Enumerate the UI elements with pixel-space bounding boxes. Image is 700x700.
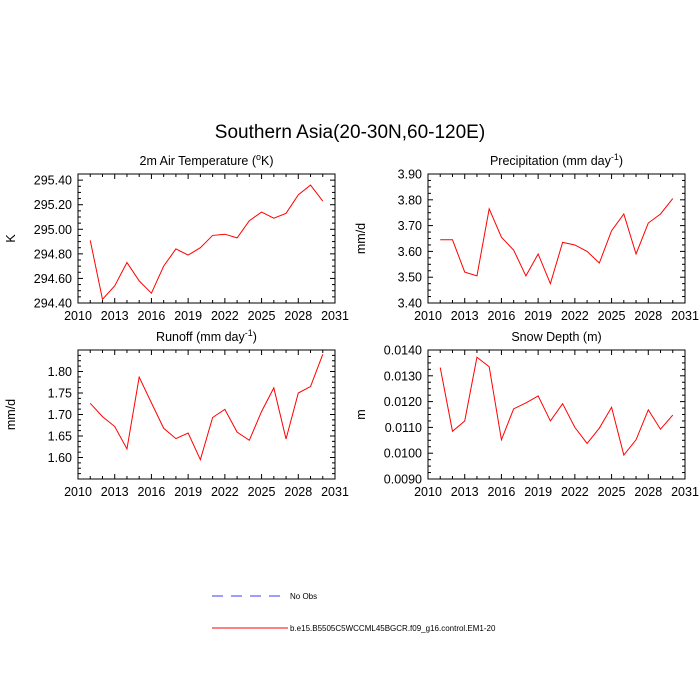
panel-title-sup: -1 [611, 152, 619, 162]
y-tick-label: 0.0110 [385, 421, 422, 435]
x-tick-label: 2025 [598, 309, 626, 323]
x-tick-label: 2013 [451, 485, 479, 499]
y-tick-label: 3.60 [398, 245, 422, 259]
panel-air-temp: 2010 2013 2016 2019 2022 2025 2028 2031 294.40 29… [4, 152, 349, 323]
x-tick-label: 2025 [598, 485, 626, 499]
x-tick-label: 2010 [64, 309, 92, 323]
y-tick-label: 295.40 [34, 174, 72, 188]
x-tick-label: 2025 [248, 309, 276, 323]
panel-precip: 2010 2013 2016 2019 2022 2025 2028 2031 3.40 3.50… [354, 152, 699, 323]
x-tick-label: 2019 [174, 309, 202, 323]
panel-title: 2m Air Temperature (oK) [140, 152, 274, 168]
x-tick-label: 2016 [138, 485, 166, 499]
panel-title: Precipitation (mm day-1) [490, 152, 623, 168]
x-tick-label: 2028 [634, 485, 662, 499]
y-tick-label: 1.80 [48, 365, 72, 379]
y-tick-label: 3.80 [398, 193, 422, 207]
x-tick-label: 2016 [488, 309, 516, 323]
y-tick-label: 294.60 [34, 272, 72, 286]
y-tick-label: 0.0100 [384, 447, 422, 461]
x-tick-label: 2031 [321, 309, 349, 323]
x-tick-label: 2028 [284, 485, 312, 499]
panel-title-sup: o [256, 152, 261, 162]
panel-title-sup: -1 [245, 328, 253, 338]
series-line-snow-depth [439, 356, 674, 457]
x-tick-label: 2031 [671, 485, 699, 499]
x-tick-label: 2031 [321, 485, 349, 499]
x-tick-label: 2022 [561, 309, 589, 323]
series-line-precip [440, 198, 674, 286]
y-tick-label: 295.00 [34, 223, 72, 237]
y-tick-label: 3.40 [398, 297, 422, 311]
panel-title-end: ) [253, 330, 257, 344]
x-tick-label: 2019 [524, 485, 552, 499]
x-tick-label: 2013 [451, 309, 479, 323]
x-tick-label: 2028 [284, 309, 312, 323]
y-tick-label: 1.75 [48, 387, 72, 401]
x-tick-label: 2016 [488, 485, 516, 499]
x-tick-label: 2013 [101, 485, 129, 499]
x-tick-label: 2016 [138, 309, 166, 323]
series-line-air-temp [89, 184, 324, 301]
panel-title-main: Precipitation (mm day [490, 154, 612, 168]
panel-title: Runoff (mm day-1) [156, 328, 257, 344]
y-tick-label: 3.70 [398, 219, 422, 233]
panel-runoff: 2010 2013 2016 2019 2022 2025 2028 2031 1.60 1.65… [4, 328, 349, 499]
plot-frame [77, 173, 336, 304]
figure-title: Southern Asia(20-30N,60-120E) [215, 122, 485, 143]
x-tick-label: 2022 [561, 485, 589, 499]
y-axis-label: m [354, 409, 368, 419]
y-tick-label: 0.0090 [384, 473, 422, 487]
y-tick-label: 1.60 [48, 451, 72, 465]
x-tick-label: 2022 [211, 485, 239, 499]
y-axis-label: K [4, 234, 18, 243]
y-tick-label: 295.20 [34, 198, 72, 212]
y-tick-label: 0.0130 [384, 369, 422, 383]
y-tick-label: 1.65 [48, 430, 72, 444]
y-tick-label: 294.80 [34, 247, 72, 261]
y-tick-label: 3.90 [398, 168, 422, 182]
series-line-runoff [89, 354, 324, 462]
x-tick-label: 2025 [248, 485, 276, 499]
y-tick-label: 0.0140 [384, 344, 422, 358]
panels: 2010 2013 2016 2019 2022 2025 2028 2031 294.40 29… [4, 152, 699, 499]
y-tick-label: 1.70 [48, 408, 72, 422]
y-axis-label: mm/d [354, 223, 368, 254]
panel-title-end: K) [261, 154, 274, 168]
x-tick-label: 2019 [174, 485, 202, 499]
y-axis-label: mm/d [4, 399, 18, 430]
x-tick-label: 2019 [524, 309, 552, 323]
y-tick-label: 0.0120 [384, 395, 422, 409]
y-tick-label: 3.50 [398, 271, 422, 285]
y-tick-label: 294.40 [34, 297, 72, 311]
panel-title-end: ) [619, 154, 623, 168]
legend-model-label: b.e15.B5505C5WCCML45BGCR.f09_g16.control… [290, 624, 496, 633]
panel-title: Snow Depth (m) [511, 330, 601, 344]
x-tick-label: 2010 [414, 485, 442, 499]
legend-obs-label: No Obs [290, 592, 317, 601]
panel-title-main: 2m Air Temperature ( [140, 154, 257, 168]
panel-title-main: Snow Depth (m) [511, 330, 601, 344]
x-tick-label: 2010 [414, 309, 442, 323]
x-tick-label: 2022 [211, 309, 239, 323]
x-tick-label: 2031 [671, 309, 699, 323]
panel-title-main: Runoff (mm day [156, 330, 245, 344]
legend: No Obs b.e15.B5505C5WCCML45BGCR.f09_g16.… [212, 592, 496, 633]
x-tick-label: 2028 [634, 309, 662, 323]
x-tick-label: 2013 [101, 309, 129, 323]
x-tick-label: 2010 [64, 485, 92, 499]
panel-snow-depth: 2010 2013 2016 2019 2022 2025 2028 2031 0.0090 0.… [354, 330, 699, 499]
